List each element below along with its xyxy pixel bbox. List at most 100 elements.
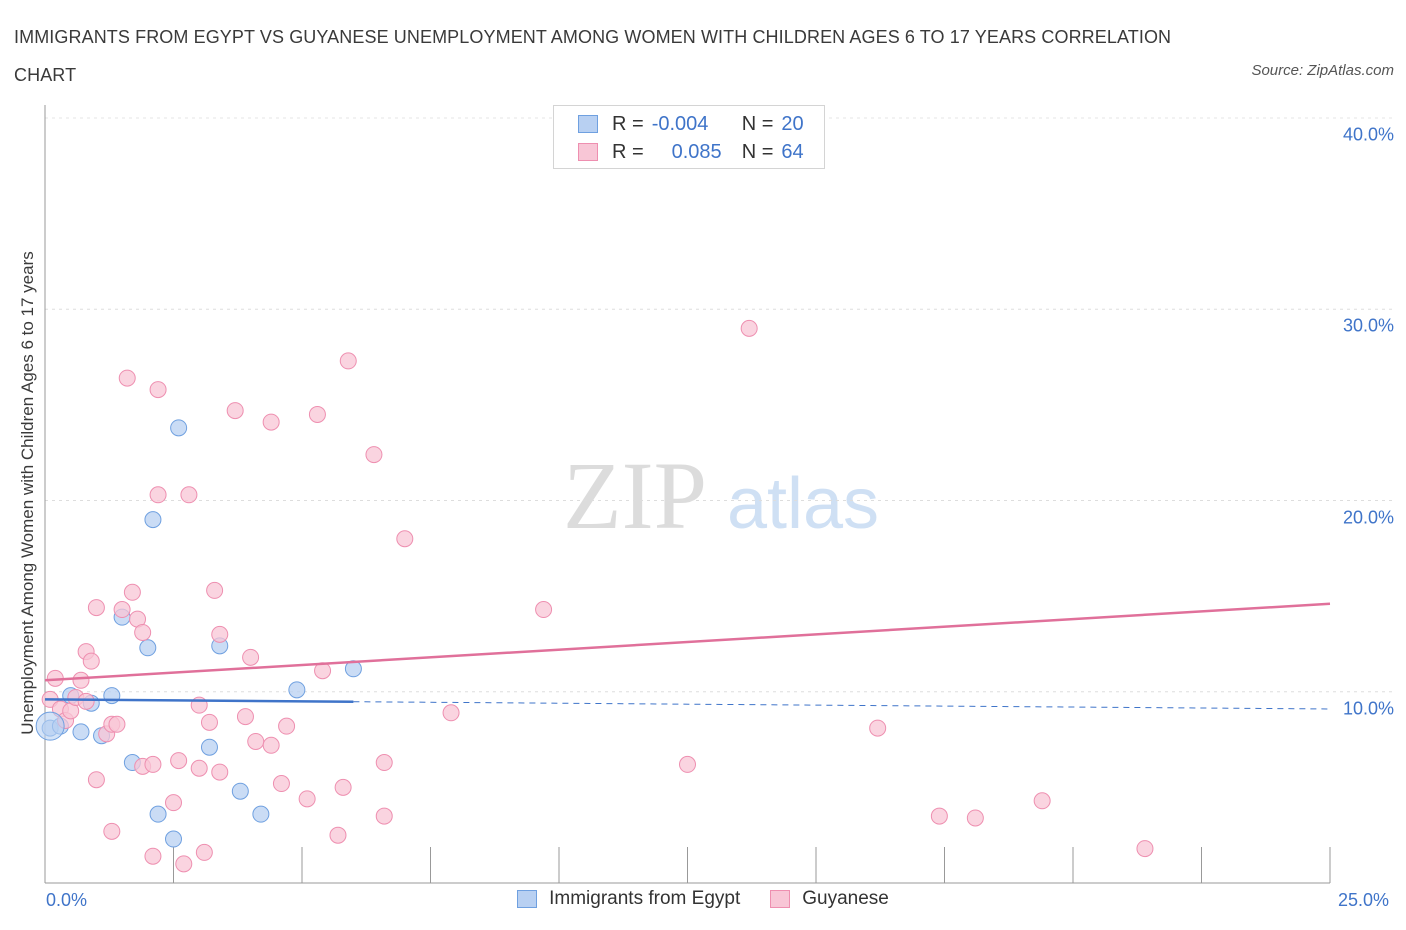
guyanese-point <box>272 775 290 793</box>
guyanese-point <box>82 652 100 670</box>
egypt-swatch <box>578 115 598 133</box>
y-tick-label: 10.0% <box>1342 698 1394 719</box>
guyanese-swatch <box>578 143 598 161</box>
watermark-atlas: atlas <box>727 464 879 544</box>
guyanese-point <box>396 530 414 548</box>
guyanese-point <box>200 713 218 731</box>
guyanese-point <box>211 763 229 781</box>
guyanese-point <box>308 405 326 423</box>
egypt-point <box>288 681 306 699</box>
guyanese-trend-line <box>44 602 1331 682</box>
guyanese-point <box>77 692 95 710</box>
n-value: 20 <box>781 112 804 135</box>
guyanese-point <box>144 755 162 773</box>
guyanese-point <box>113 601 131 619</box>
source-label: Source: ZipAtlas.com <box>1251 62 1394 79</box>
legend-row-egypt: R = -0.004 N = 20 <box>578 112 804 136</box>
guyanese-point <box>206 581 224 599</box>
guyanese-point <box>278 717 296 735</box>
guyanese-point <box>339 352 357 370</box>
guyanese-point <box>1033 792 1051 810</box>
y-tick-label: 40.0% <box>1342 124 1394 145</box>
r-label: R = <box>612 112 644 135</box>
guyanese-point <box>375 754 393 772</box>
grid-lines <box>45 117 1395 693</box>
guyanese-point <box>211 625 229 643</box>
guyanese-legend-label: Guyanese <box>802 888 889 909</box>
r-value: 0.085 <box>671 140 722 163</box>
axes <box>44 105 1331 884</box>
guyanese-point <box>298 790 316 808</box>
trend-lines <box>44 602 1331 710</box>
r-value: -0.004 <box>651 112 709 135</box>
guyanese-point <box>869 719 887 737</box>
egypt-point <box>149 805 167 823</box>
guyanese-point <box>195 843 213 861</box>
guyanese-point <box>236 708 254 726</box>
guyanese-point <box>365 446 383 464</box>
egypt-point <box>72 723 90 741</box>
egypt-legend-label: Immigrants from Egypt <box>549 888 741 909</box>
correlation-legend: R = -0.004 N = 20 R = 0.085 N = 64 <box>553 105 825 169</box>
guyanese-point <box>87 599 105 617</box>
guyanese-point <box>134 623 152 641</box>
guyanese-point <box>242 648 260 666</box>
guyanese-point <box>149 381 167 399</box>
n-label: N = <box>741 112 774 135</box>
watermark-zip: ZIP <box>563 442 707 549</box>
egypt-point <box>170 419 188 437</box>
guyanese-point <box>118 369 136 387</box>
guyanese-point <box>123 583 141 601</box>
guyanese-point <box>966 809 984 827</box>
y-tick-label: 30.0% <box>1342 315 1394 336</box>
guyanese-point <box>103 822 121 840</box>
guyanese-point <box>175 855 193 873</box>
egypt-legend-swatch <box>517 890 538 908</box>
egypt-point-cluster <box>35 711 65 741</box>
guyanese-point <box>247 732 265 750</box>
egypt-point <box>139 639 157 657</box>
chart-title: IMMIGRANTS FROM EGYPT VS GUYANESE UNEMPL… <box>14 27 1172 85</box>
guyanese-point <box>262 413 280 431</box>
guyanese-point <box>740 319 758 337</box>
egypt-point <box>200 738 218 756</box>
guyanese-point <box>1136 840 1154 858</box>
x-tick-min: 0.0% <box>46 890 88 910</box>
n-value: 64 <box>781 140 804 163</box>
guyanese-point <box>375 807 393 825</box>
egypt-point <box>252 805 270 823</box>
guyanese-point <box>108 715 126 733</box>
egypt-point <box>144 511 162 529</box>
guyanese-point <box>329 826 347 844</box>
guyanese-point <box>165 794 182 812</box>
guyanese-point <box>149 486 167 504</box>
guyanese-legend-swatch <box>770 890 791 908</box>
n-label: N = <box>741 140 774 163</box>
guyanese-point <box>87 771 105 789</box>
guyanese-point <box>442 704 460 722</box>
r-label: R = <box>612 140 644 163</box>
y-tick-label: 20.0% <box>1342 507 1394 527</box>
guyanese-point <box>180 486 198 504</box>
guyanese-point <box>72 671 90 689</box>
guyanese-point <box>930 807 948 825</box>
guyanese-point <box>144 847 162 865</box>
guyanese-point <box>226 402 244 420</box>
egypt-point <box>165 830 182 848</box>
guyanese-point <box>190 759 208 777</box>
guyanese-point <box>334 778 352 796</box>
egypt-trend-dashed <box>353 701 1331 710</box>
egypt-trend-solid <box>44 698 354 703</box>
guyanese-point <box>535 601 553 619</box>
data-points <box>35 319 1154 873</box>
egypt-point <box>231 782 249 800</box>
legend-item-egypt[interactable]: Immigrants from Egypt <box>517 888 740 910</box>
legend-row-guyanese: R = 0.085 N = 64 <box>578 140 804 164</box>
guyanese-point <box>170 752 188 770</box>
legend-item-guyanese[interactable]: Guyanese <box>770 888 889 910</box>
guyanese-point <box>262 736 280 754</box>
series-legend: Immigrants from Egypt Guyanese <box>0 888 1406 910</box>
guyanese-point <box>679 755 696 773</box>
x-tick-max: 25.0% <box>1338 890 1390 910</box>
